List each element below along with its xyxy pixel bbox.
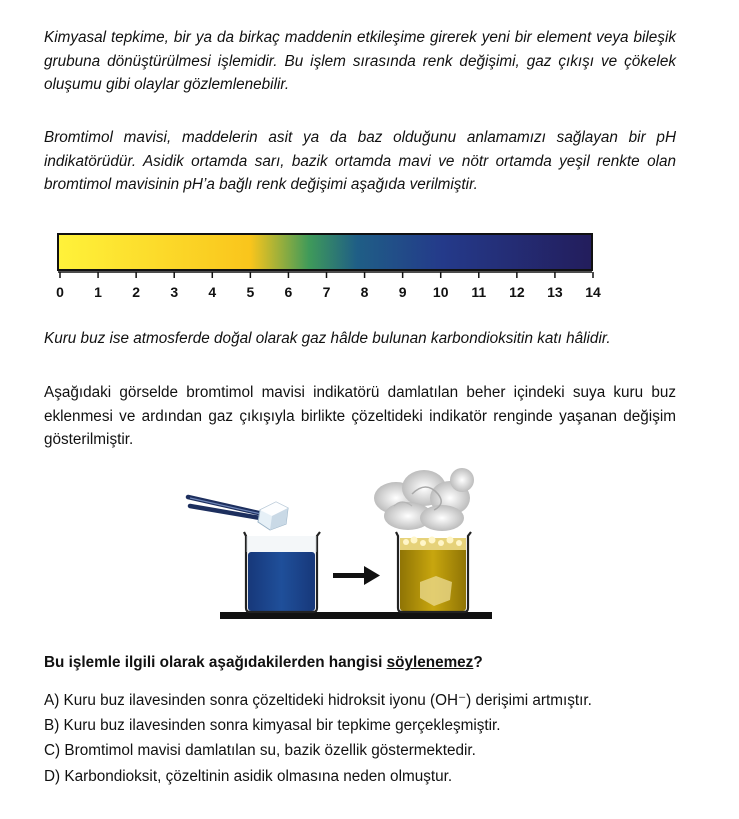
option-d[interactable]: D) Karbondioksit, çözeltinin asidik olma… (44, 768, 453, 785)
ph-tick-label: 3 (170, 284, 178, 300)
question-suffix: ? (473, 654, 483, 671)
ph-tick-label: 12 (509, 284, 525, 300)
paragraph-experiment: Aşağıdaki görselde bromtimol mavisi indi… (44, 384, 676, 448)
ph-tick-label: 1 (94, 284, 102, 300)
experiment-figure (185, 468, 492, 619)
ph-tick-label: 0 (56, 284, 64, 300)
question-prefix: Bu işlemle ilgili olarak aşağıdakilerden… (44, 654, 387, 671)
ph-color-bar (57, 233, 593, 271)
dry-ice-in-solution (420, 576, 452, 606)
ph-tick-label: 8 (361, 284, 369, 300)
ph-tick-label: 11 (471, 284, 486, 300)
paragraph-chemical-reaction: Kimyasal tepkime, bir ya da birkaç madde… (44, 29, 676, 93)
ph-tick-label: 13 (547, 284, 563, 300)
ph-color-scale: 0 1 2 3 4 5 6 7 8 9 10 11 12 13 14 (56, 233, 601, 300)
ph-tick-label: 9 (399, 284, 407, 300)
ph-tick-label: 10 (433, 284, 449, 300)
ph-tick-label: 5 (246, 284, 254, 300)
arrow-right-icon (333, 566, 380, 585)
gas-vapor-icon (374, 468, 474, 531)
blue-solution (248, 552, 315, 611)
ph-tick-label: 7 (323, 284, 331, 300)
option-c[interactable]: C) Bromtimol mavisi damlatılan su, bazik… (44, 742, 476, 759)
beaker-before (243, 531, 321, 614)
table-surface (220, 612, 492, 619)
ph-tick-label: 2 (132, 284, 140, 300)
paragraph-dry-ice: Kuru buz ise atmosferde doğal olarak gaz… (44, 330, 611, 347)
ph-tick-label: 14 (585, 284, 601, 300)
beaker-after (395, 531, 472, 614)
option-a[interactable]: A) Kuru buz ilavesinden sonra çözeltidek… (44, 692, 592, 709)
ph-tick-label: 4 (208, 284, 216, 300)
question-stem: Bu işlemle ilgili olarak aşağıdakilerden… (44, 652, 483, 674)
paragraph-bromothymol-blue: Bromtimol mavisi, maddelerin asit ya da … (44, 129, 676, 193)
ph-ticks: 0 1 2 3 4 5 6 7 8 9 10 11 12 13 14 (56, 272, 601, 300)
dry-ice-cube-icon (257, 501, 289, 531)
ph-tick-label: 6 (285, 284, 293, 300)
option-b[interactable]: B) Kuru buz ilavesinden sonra kimyasal b… (44, 717, 501, 734)
question-emphasis: söylenemez (386, 654, 474, 671)
